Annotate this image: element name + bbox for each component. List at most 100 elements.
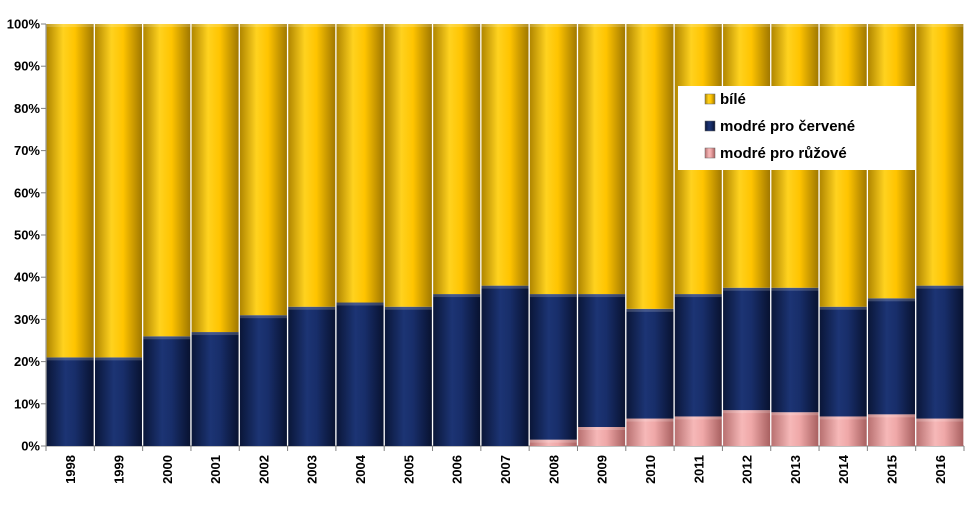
- bar-segment-highlight: [481, 285, 529, 289]
- bar-segment: [868, 298, 916, 415]
- x-tick-label: 2004: [353, 454, 368, 484]
- bar-segment-highlight: [723, 287, 771, 291]
- bar-segment-highlight: [868, 414, 916, 418]
- bar-segment: [384, 24, 432, 307]
- bar-segment: [529, 439, 577, 446]
- bar-segment-highlight: [481, 24, 529, 27]
- bar-segment-highlight: [723, 24, 771, 27]
- bar-segment-highlight: [529, 24, 577, 27]
- bar-segment: [481, 285, 529, 446]
- y-tick-label: 20%: [14, 354, 40, 369]
- bar-segment-highlight: [384, 24, 432, 27]
- bar-segment-highlight: [191, 332, 239, 336]
- legend-label: modré pro růžové: [720, 145, 847, 162]
- bar-segment: [46, 24, 94, 358]
- bar-segment: [239, 315, 287, 446]
- x-tick-label: 2003: [305, 455, 320, 484]
- bar-segment: [529, 24, 577, 295]
- bar-segment: [288, 24, 336, 307]
- bar-segment-highlight: [771, 287, 819, 291]
- bar-segment: [143, 24, 191, 337]
- bar-segment: [674, 416, 722, 446]
- bar-segment: [868, 414, 916, 446]
- x-tick-label: 2001: [208, 455, 223, 484]
- bar-segment: [674, 294, 722, 417]
- y-tick-label: 0%: [21, 439, 40, 454]
- bar-segment: [578, 294, 626, 428]
- bar-segment-highlight: [626, 24, 674, 27]
- x-tick-label: 2011: [691, 455, 706, 483]
- y-tick-label: 60%: [14, 185, 40, 200]
- x-tick-label: 2002: [256, 455, 271, 484]
- x-tick-label: 2008: [546, 455, 561, 484]
- bar-segment-highlight: [626, 308, 674, 312]
- bar-segment: [819, 306, 867, 417]
- bar-segment-highlight: [819, 24, 867, 27]
- bar-segment-highlight: [916, 24, 964, 27]
- legend-label: bílé: [720, 91, 746, 108]
- bar-segment-highlight: [916, 418, 964, 422]
- bar-segment: [578, 427, 626, 446]
- x-tick-label: 2006: [450, 455, 465, 484]
- bar-segment-highlight: [433, 294, 481, 298]
- bar-segment-highlight: [771, 412, 819, 416]
- y-tick-label: 100%: [7, 17, 41, 32]
- bar-segment-highlight: [94, 24, 142, 27]
- x-tick-label: 1999: [111, 455, 126, 484]
- bar-segment: [771, 412, 819, 446]
- bar-segment: [143, 336, 191, 446]
- bar-segment-highlight: [288, 24, 336, 27]
- bar-segment: [336, 302, 384, 446]
- bar-segment-highlight: [771, 24, 819, 27]
- legend-label: modré pro červené: [720, 118, 855, 135]
- x-tick-label: 2014: [836, 454, 851, 484]
- axes: 0% 10% 20% 30% 40% 50% 60% 70% 80% 90% 100% 1998 199…: [7, 17, 965, 484]
- bar-segment: [239, 24, 287, 316]
- bar-segment-highlight: [674, 416, 722, 420]
- bar-segment: [626, 24, 674, 309]
- legend-swatch: [704, 120, 716, 132]
- bar-segment-highlight: [46, 357, 94, 361]
- bar-segment: [916, 418, 964, 446]
- x-tick-label: 2009: [595, 455, 610, 484]
- y-tick-label: 10%: [14, 396, 40, 411]
- bar-segment-highlight: [819, 306, 867, 310]
- legend-swatch: [704, 147, 716, 159]
- bar-segment: [433, 294, 481, 446]
- x-tick-label: 2016: [933, 455, 948, 484]
- bar-segment: [626, 308, 674, 419]
- x-tick-label: 2007: [498, 455, 513, 484]
- bar-segment-highlight: [674, 294, 722, 298]
- bar-segment: [723, 287, 771, 411]
- bar-segment: [336, 24, 384, 303]
- bar-segment: [433, 24, 481, 295]
- bar-segment-highlight: [336, 24, 384, 27]
- bar-segment-highlight: [384, 306, 432, 310]
- bar-segment-highlight: [239, 24, 287, 27]
- bar-segment: [578, 24, 626, 295]
- bar-segment: [191, 332, 239, 446]
- bar-segment-highlight: [191, 24, 239, 27]
- bar-segment-highlight: [94, 357, 142, 361]
- bar-segment: [529, 294, 577, 440]
- y-tick-label: 80%: [14, 101, 40, 116]
- bar-segment: [94, 24, 142, 358]
- y-tick-label: 70%: [14, 143, 40, 158]
- bar-segment: [626, 418, 674, 446]
- x-tick-label: 2005: [401, 455, 416, 484]
- bar-segment-highlight: [529, 439, 577, 443]
- x-tick-label: 1998: [63, 455, 78, 484]
- bar-segment-highlight: [578, 24, 626, 27]
- bar-segment-highlight: [626, 418, 674, 422]
- bar-segment-highlight: [433, 24, 481, 27]
- bar-segment-highlight: [723, 410, 771, 414]
- bar-segment-highlight: [288, 306, 336, 310]
- bar-segment: [191, 24, 239, 333]
- bar-segment-highlight: [529, 294, 577, 298]
- bar-segment-highlight: [578, 294, 626, 298]
- x-tick-label: 2012: [740, 455, 755, 484]
- bar-segment-highlight: [578, 427, 626, 431]
- legend-box: [678, 86, 916, 170]
- bar-segment-highlight: [239, 315, 287, 319]
